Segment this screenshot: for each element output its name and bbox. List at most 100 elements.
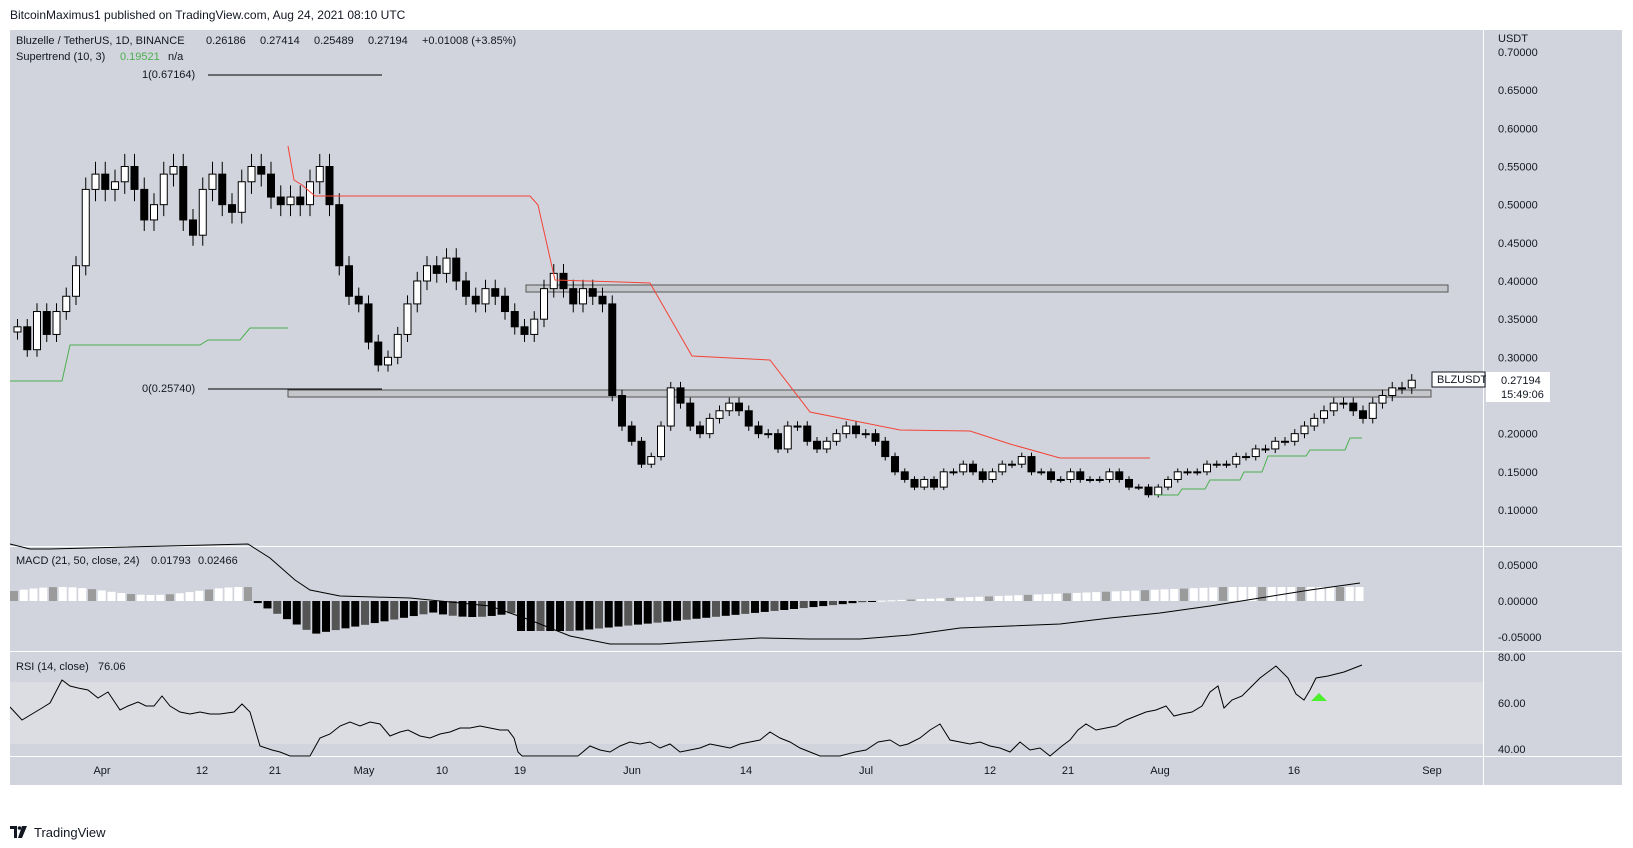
last-price-tag[interactable] (1486, 372, 1550, 402)
candle-body (306, 181, 314, 206)
price-tick-label: 0.45000 (1498, 238, 1538, 250)
candle-body (471, 295, 480, 305)
candle-body (1232, 456, 1241, 465)
macd-hist-bar (1248, 587, 1257, 601)
ohlc-change: +0.01008 (+3.85%) (422, 35, 516, 47)
macd-hist-bar (780, 601, 789, 610)
macd-hist-bar (58, 587, 67, 601)
resistance-zone-upper[interactable] (525, 284, 1449, 293)
macd-hist-bar (926, 598, 935, 601)
supertrend-up-line-late (1155, 437, 1362, 496)
macd-hist-bar (322, 601, 330, 632)
candle-body (510, 311, 519, 328)
candle-body (189, 219, 197, 236)
candle-body (1359, 410, 1367, 419)
macd-hist-bar (712, 601, 720, 617)
candle-body (1027, 456, 1036, 473)
macd-hist-bar (146, 594, 155, 601)
candle-body (1339, 402, 1348, 405)
time-axis-bg[interactable] (10, 757, 1622, 785)
candle-body (744, 410, 753, 427)
candle-body (930, 478, 938, 488)
candle-body (530, 318, 539, 335)
candle-body (442, 257, 451, 274)
publish-header: BitcoinMaximus1 published on TradingView… (0, 0, 1633, 30)
supertrend-value: 0.19521 (120, 51, 160, 63)
macd-hist-bar (877, 600, 886, 602)
macd-hist-bar (985, 596, 993, 601)
macd-hist-bar (468, 601, 477, 617)
macd-hist-bar (429, 601, 438, 613)
candle-body (1349, 402, 1358, 412)
candle-body (1222, 463, 1231, 466)
macd-hist-bar (351, 601, 360, 627)
rsi-axis-ticks: 80.00 60.00 40.00 (1498, 652, 1526, 756)
macd-hist-bar (897, 599, 906, 601)
chart-area[interactable]: Bluzelle / TetherUS, 1D, BINANCE 0.26186… (9, 30, 1622, 812)
candle-body (335, 204, 344, 267)
price-tick-label: 0.70000 (1498, 47, 1538, 59)
macd-hist-bar (1102, 591, 1110, 601)
macd-hist-bar (595, 601, 603, 629)
macd-tick-label: 0.05000 (1498, 560, 1538, 572)
macd-hist-bar (341, 601, 350, 629)
candle-body (754, 425, 763, 435)
candle-body (1271, 440, 1280, 450)
rsi-tick-label: 60.00 (1498, 698, 1526, 710)
macd-histogram (10, 587, 1364, 634)
candle-body (267, 173, 275, 198)
macd-hist-bar (39, 587, 48, 601)
fib-label-1: 1(0.67164) (142, 69, 195, 81)
macd-hist-bar (1238, 587, 1247, 601)
macd-hist-bar (994, 596, 1003, 601)
bar-countdown: 15:49:06 (1501, 389, 1544, 401)
macd-hist-bar (136, 594, 145, 601)
macd-hist-bar (604, 601, 613, 628)
macd-hist-bar (507, 601, 516, 614)
supertrend-down-line (287, 145, 1150, 459)
macd-hist-bar (263, 601, 272, 609)
candle-body (1300, 425, 1309, 435)
candle-body (559, 272, 568, 290)
macd-hist-bar (1180, 588, 1188, 601)
macd-hist-bar (634, 601, 642, 625)
macd-hist-bar (400, 601, 408, 618)
macd-hist-bar (244, 587, 252, 601)
candle-body (276, 196, 285, 206)
macd-hist-bar (887, 600, 896, 602)
candle-body (208, 173, 217, 190)
candle-body (852, 425, 860, 435)
candle-body (891, 456, 899, 473)
macd-hist-bar (205, 589, 213, 601)
macd-hist-bar (478, 601, 486, 617)
time-tick-label: 21 (269, 765, 281, 777)
candle-body (569, 288, 578, 305)
candle-body (1329, 402, 1338, 412)
candle-body (1037, 471, 1046, 474)
candle-body (1076, 471, 1085, 480)
candle-body (81, 188, 90, 267)
rsi-tick-label: 80.00 (1498, 652, 1526, 664)
candle-body (423, 265, 431, 282)
candle-body (169, 166, 178, 175)
macd-hist-bar (1141, 590, 1149, 601)
macd-hist-bar (799, 601, 808, 609)
macd-hist-bar (1228, 587, 1237, 601)
support-zone-lower[interactable] (287, 389, 1432, 398)
macd-hist-bar (1199, 587, 1208, 601)
macd-hist-bar (224, 587, 233, 601)
rsi-legend: RSI (14, close) (16, 661, 89, 673)
macd-hist-bar (49, 587, 57, 601)
macd-hist-bar (214, 588, 223, 601)
time-tick-label: May (354, 765, 375, 777)
candle-body (832, 433, 841, 442)
macd-hist-bar (497, 601, 506, 615)
candle-body (413, 280, 422, 305)
candle-body (1125, 478, 1133, 488)
macd-pane[interactable] (10, 547, 1483, 651)
supertrend-up-line-early (10, 327, 288, 382)
candle-body (696, 425, 704, 435)
candle-body (1086, 478, 1094, 481)
macd-line (9, 543, 1361, 645)
ticker-tag[interactable] (1431, 371, 1486, 388)
